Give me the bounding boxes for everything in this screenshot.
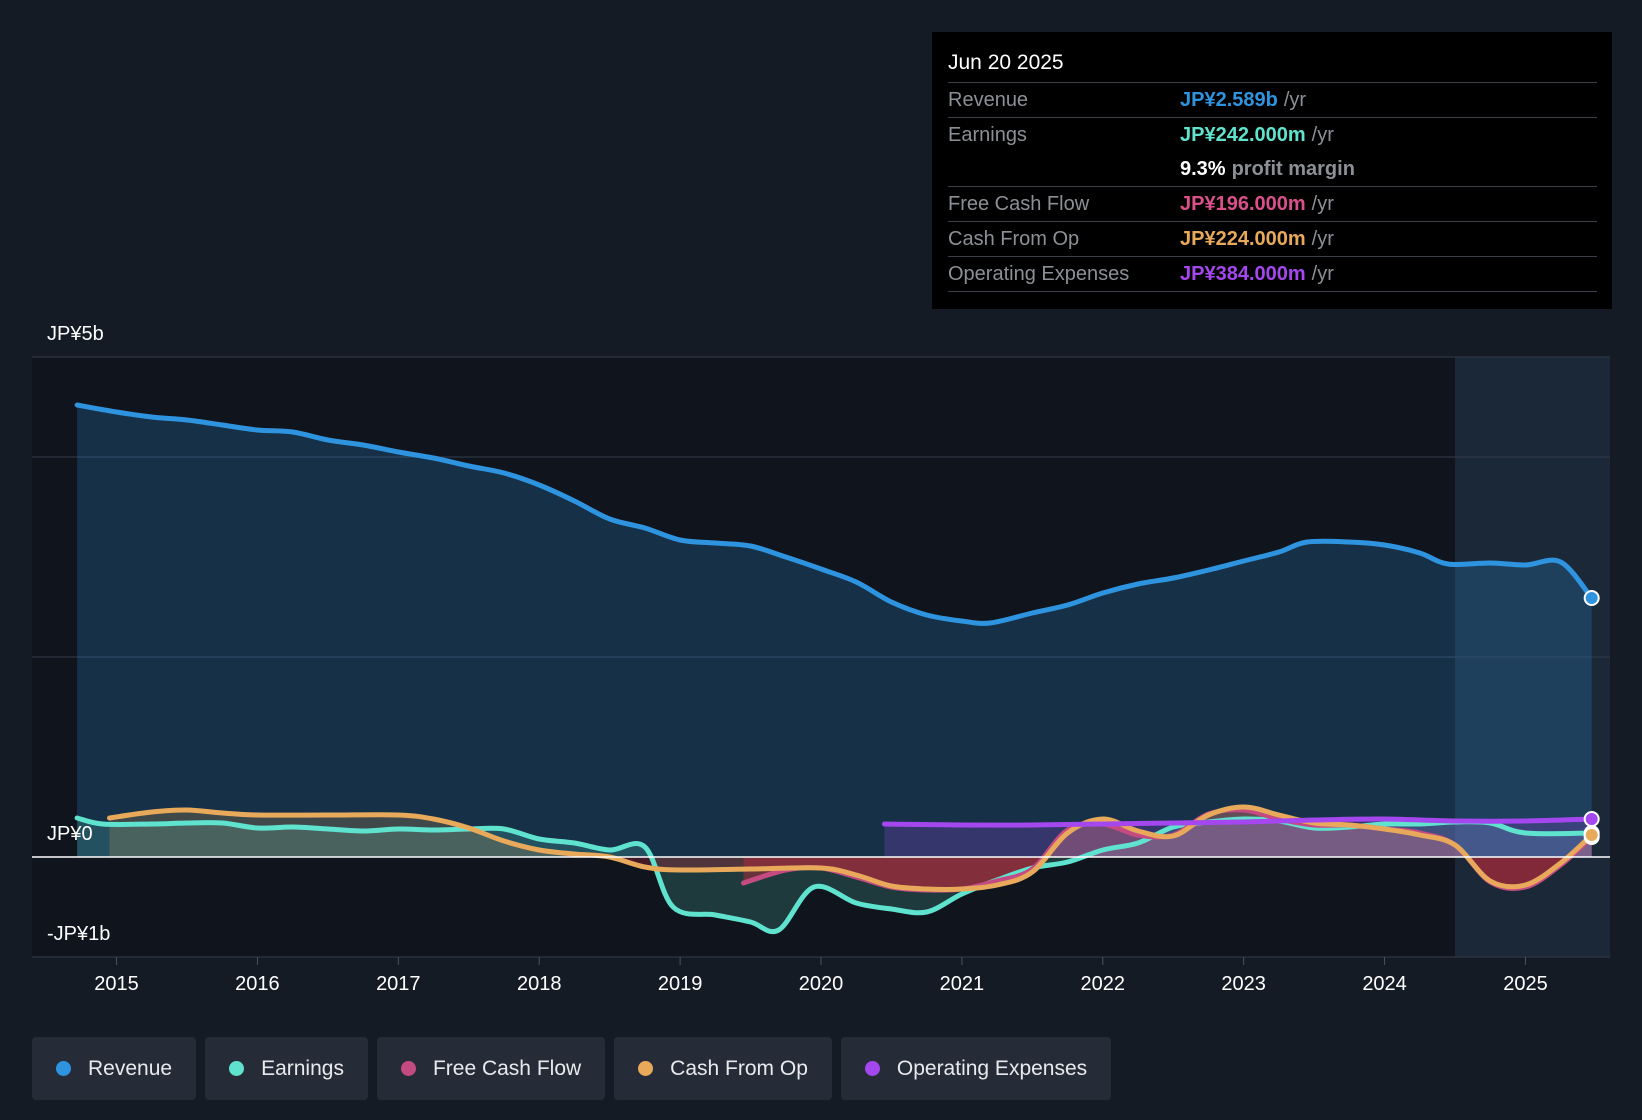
earnings-area-above [77, 818, 1592, 857]
earnings-dot-icon [229, 1061, 245, 1076]
tooltip-label: Free Cash Flow [948, 193, 1090, 215]
tooltip-value-fcf: JP¥196.000m [1180, 193, 1306, 215]
free-cash-flow-dot-icon [400, 1061, 416, 1076]
cash-from-op-dot-icon [638, 1061, 654, 1076]
legend-item-free-cash-flow[interactable]: Free Cash Flow [376, 1037, 606, 1100]
tooltip-unit: /yr [1311, 193, 1334, 215]
tooltip-unit: /yr [1311, 263, 1334, 285]
tooltip-row-earnings: Earnings JP¥242.000m /yr [948, 118, 1597, 152]
tooltip-value-revenue: JP¥2.589b [1180, 89, 1278, 111]
revenue-dot-icon [56, 1061, 71, 1076]
legend-item-earnings[interactable]: Earnings [205, 1037, 368, 1100]
legend-label: Revenue [88, 1056, 173, 1080]
x-axis-label: 2016 [235, 973, 280, 995]
x-axis-label: 2023 [1221, 973, 1266, 995]
operating-expenses-dot-icon [864, 1061, 880, 1076]
legend-item-revenue[interactable]: Revenue [32, 1037, 197, 1100]
operating-expenses-endpoint-marker[interactable] [1583, 811, 1600, 827]
y-axis-label: -JP¥1b [47, 923, 110, 945]
tooltip-unit: /yr [1283, 89, 1307, 111]
revenue-endpoint-marker[interactable] [1583, 590, 1600, 606]
x-axis-label: 2018 [517, 973, 562, 995]
tooltip-value-cfo: JP¥224.000m [1180, 228, 1306, 250]
y-axis-label: JP¥0 [47, 823, 93, 845]
operating-expenses-line [881, 816, 1595, 828]
tooltip-unit: /yr [1311, 124, 1334, 146]
legend-item-operating-expenses[interactable]: Operating Expenses [840, 1037, 1112, 1100]
x-axis-label: 2019 [658, 973, 703, 995]
tooltip-row-opex: Operating Expenses JP¥384.000m /yr [948, 257, 1597, 292]
x-axis-label: 2024 [1362, 973, 1407, 995]
tooltip-value-opex: JP¥384.000m [1180, 263, 1306, 285]
tooltip-margin-text: profit margin [1231, 158, 1355, 180]
x-axis-label: 2017 [376, 973, 421, 995]
legend-label: Cash From Op [670, 1056, 808, 1080]
revenue-line [74, 402, 1595, 626]
legend-label: Earnings [261, 1056, 344, 1080]
revenue-area-above [77, 405, 1592, 857]
x-axis-label: 2022 [1081, 973, 1126, 995]
tooltip-value-margin: 9.3% [1180, 158, 1226, 180]
tooltip-row-margin: 9.3% profit margin [948, 152, 1597, 187]
tooltip-value-earnings: JP¥242.000m [1180, 124, 1306, 146]
x-axis-label: 2020 [799, 973, 844, 995]
earnings-line [74, 815, 1595, 935]
tooltip-label: Revenue [948, 89, 1029, 111]
tooltip-date: Jun 20 2025 [948, 46, 1597, 83]
legend-label: Free Cash Flow [432, 1056, 582, 1080]
tooltip-label: Cash From Op [948, 228, 1080, 250]
legend: Revenue Earnings Free Cash Flow Cash Fro… [32, 1037, 1120, 1100]
tooltip-unit: /yr [1311, 228, 1334, 250]
operating-expenses-area-above [884, 818, 1592, 857]
x-axis-label: 2021 [940, 973, 985, 995]
cash-from-op-endpoint-marker[interactable] [1583, 827, 1600, 843]
tooltip-row-revenue: Revenue JP¥2.589b /yr [948, 83, 1597, 118]
tooltip-row-fcf: Free Cash Flow JP¥196.000m /yr [948, 187, 1597, 222]
cash-from-op-line [107, 804, 1595, 892]
legend-item-cash-from-op[interactable]: Cash From Op [614, 1037, 832, 1100]
free-cash-flow-area-above [743, 809, 1592, 857]
legend-label: Operating Expenses [896, 1056, 1088, 1080]
x-axis-label: 2025 [1503, 973, 1548, 995]
y-axis-label: JP¥5b [47, 323, 104, 345]
tooltip-row-cfo: Cash From Op JP¥224.000m /yr [948, 222, 1597, 257]
tooltip-label: Earnings [948, 124, 1027, 146]
x-axis-label: 2015 [94, 973, 139, 995]
tooltip-label: Operating Expenses [948, 263, 1130, 285]
free-cash-flow-area-below [743, 857, 1592, 891]
tooltip-panel: Jun 20 2025 Revenue JP¥2.589b /yr Earnin… [932, 32, 1612, 309]
